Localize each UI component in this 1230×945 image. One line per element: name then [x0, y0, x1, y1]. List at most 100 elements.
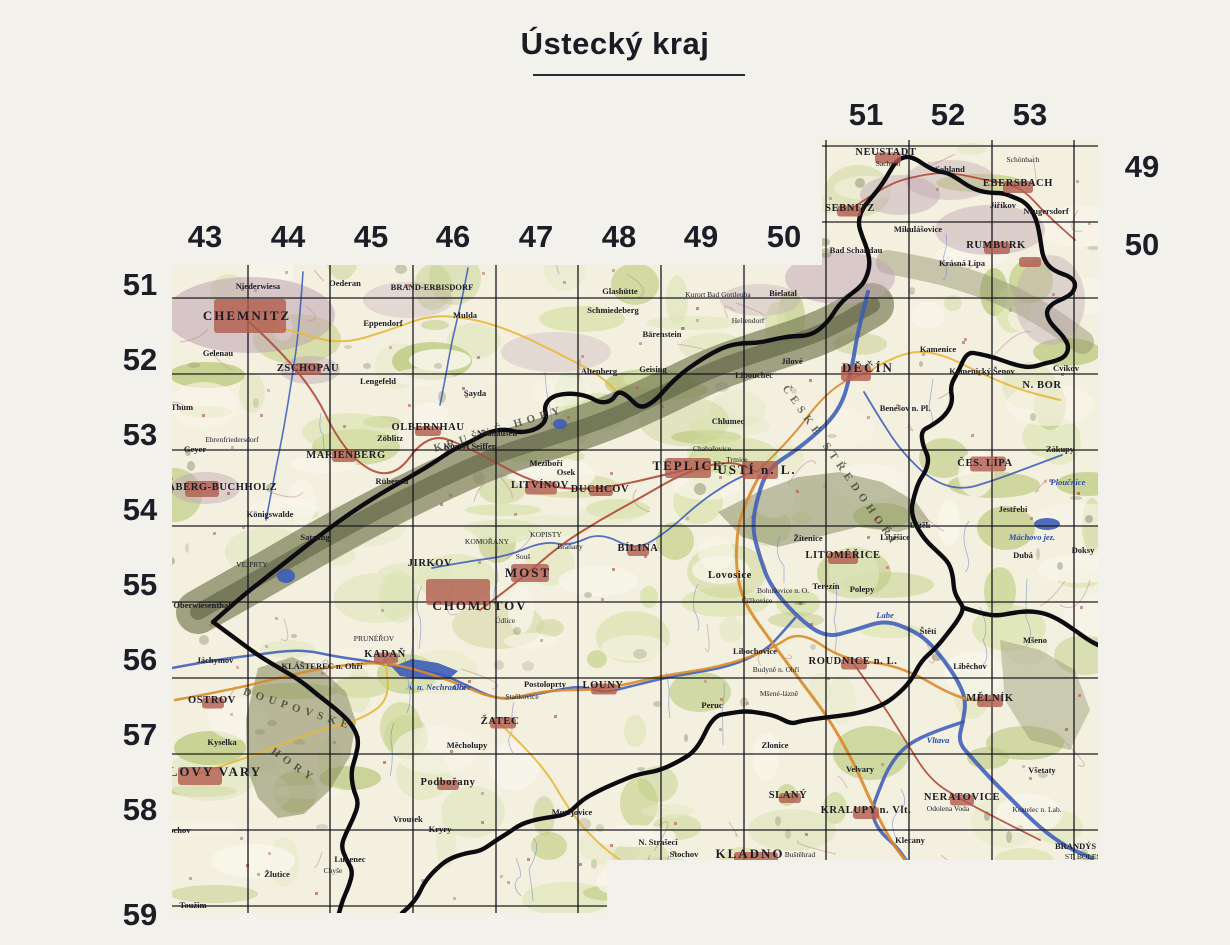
grid-row-label-51: 51 — [122, 267, 158, 302]
map-label: Jáchymov — [197, 655, 235, 665]
map-label: Schönbach — [1007, 155, 1040, 164]
map-label: Neugersdorf — [1023, 206, 1068, 216]
river-Vltava — [871, 720, 965, 862]
map-label: Braňany — [557, 542, 583, 551]
map-label: MARIENBERG — [306, 450, 386, 461]
urban-area — [665, 458, 711, 478]
map-label: Geising — [639, 364, 667, 374]
urban-area — [490, 717, 516, 729]
major-road — [246, 319, 686, 490]
map-label: LITOMĚŘICE — [805, 549, 880, 561]
map-label: Žitenice — [793, 533, 822, 543]
map-label: DUCHCOV — [571, 484, 629, 495]
map-label: SEBNITZ — [825, 203, 875, 214]
map-label: Mulda — [453, 310, 478, 320]
map-label: ŽATEC — [481, 715, 519, 727]
grid-col-label-46: 46 — [435, 219, 471, 254]
map-label: KOMOŘANY — [465, 536, 510, 546]
map-label: Žlutice — [264, 869, 290, 879]
map-label: Chyše — [324, 866, 343, 875]
urban-area — [415, 426, 441, 436]
major-road — [849, 172, 1076, 241]
map-label: KOPISTY — [530, 530, 562, 539]
map-label: MOST — [505, 565, 551, 580]
map-label: Oederan — [329, 278, 361, 288]
map-label: Čížkovice — [742, 595, 773, 605]
map-label: ZSCHOPAU — [277, 363, 339, 374]
map-label: N. BOR — [1022, 380, 1061, 391]
boundary-usti-region-border — [210, 154, 1078, 913]
grid-row-label-57: 57 — [122, 717, 158, 752]
river-Bílina — [431, 471, 753, 569]
map-label: Jestřebí — [999, 504, 1028, 514]
map-label: Lubenec — [334, 854, 365, 864]
map-label: Zlonice — [762, 740, 789, 750]
map-label: Königswalde — [247, 509, 294, 519]
urban-area — [853, 807, 879, 819]
map-label: Benešov n. Pl. — [880, 403, 931, 413]
river-Labe — [751, 290, 1094, 860]
urban-area — [875, 152, 901, 164]
map-label: Sayda — [464, 388, 487, 398]
map-label: Podbořany — [421, 777, 476, 788]
map-label: Chlumec — [712, 416, 745, 426]
map-label: Libochovice — [733, 646, 777, 656]
urban-area — [627, 546, 649, 556]
map-label: Zákupy — [1046, 444, 1075, 454]
map-label: Zöblitz — [377, 433, 403, 443]
lake-Máchovo jezero — [1034, 518, 1060, 530]
map-label: Bohušovice n. O. — [757, 586, 809, 595]
grid-col-label-50: 50 — [766, 219, 802, 254]
urban-area — [837, 205, 861, 217]
map-label: ANNABERG-BUCHHOLZ — [143, 482, 277, 493]
grid-row-label-55: 55 — [122, 567, 158, 602]
urban-area — [525, 481, 557, 495]
map-label: Schmiedeberg — [587, 305, 639, 315]
title-underline — [533, 74, 745, 76]
map-label: Eppendorf — [363, 318, 402, 328]
map-label: KLADNO — [715, 846, 784, 861]
map-label: Budyně n. Ohří — [753, 665, 799, 674]
urban-area — [841, 365, 871, 381]
map-label: KLÁŠTEREC n. Ohří — [281, 661, 363, 671]
grid-row-label-58: 58 — [122, 792, 158, 827]
map-label: Vltava — [927, 735, 950, 745]
map-label: Gelenau — [203, 348, 233, 358]
map-label: Stochov — [670, 849, 700, 859]
map-label: Thum — [171, 402, 193, 412]
map-label: Měcholupy — [447, 740, 488, 750]
map-label: Bochov — [164, 825, 192, 835]
map-label: Neuhausen — [477, 428, 517, 438]
map-label: LOUNY — [583, 680, 624, 691]
urban-area — [742, 461, 778, 479]
map-label: VEJPRTY — [236, 560, 268, 569]
lake-Fláje — [553, 419, 567, 429]
map-label: KRALUPY n. Vlt. — [821, 805, 912, 816]
map-label: ROUDNICE n. L. — [809, 656, 898, 667]
map-label: Altenberg — [581, 366, 618, 376]
map-label: Kostelec n. Lab. — [1012, 805, 1061, 814]
map-label: Odolena Voda — [927, 804, 970, 813]
map-label: Kamenice — [920, 344, 957, 354]
major-road — [867, 350, 1061, 401]
map-label: KADAŇ — [364, 648, 406, 660]
urban-area — [1019, 257, 1041, 267]
map-label: Kryry — [429, 824, 452, 834]
map-label: Máchovo jez. — [1008, 532, 1055, 542]
boundary-liberec-stredocesky-border — [961, 605, 1098, 648]
map-label: Všetaty — [1028, 765, 1056, 775]
urban-area — [841, 658, 867, 670]
map-label: Úštěk — [910, 520, 931, 530]
map-label: Oberwiesenthal — [173, 600, 231, 610]
map-label: Niederwiesa — [236, 281, 281, 291]
map-label: BÍLINA — [618, 542, 659, 554]
map-label: N. Strašecí — [638, 837, 678, 847]
grid-col-label-44: 44 — [270, 219, 306, 254]
map-label: CHOMUTOV — [432, 598, 527, 613]
urban-area — [591, 683, 617, 695]
grid-row-label-56: 56 — [122, 642, 158, 677]
grid-col-label-45: 45 — [353, 219, 389, 254]
map-label: SLANÝ — [769, 789, 808, 801]
map-label: Mšené-lázně — [760, 689, 799, 698]
